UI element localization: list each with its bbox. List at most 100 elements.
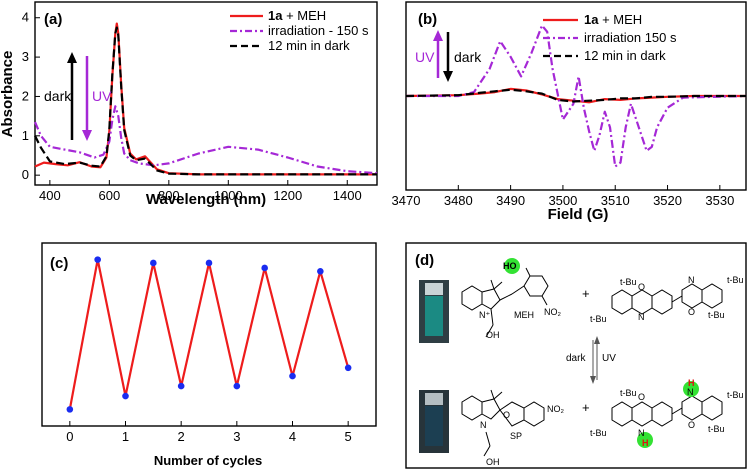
x-tick-label: 2 bbox=[178, 429, 185, 444]
r-bot-nh-highlight-2 bbox=[683, 381, 699, 397]
panel-c-series bbox=[66, 256, 352, 413]
x-tick-label: 3510 bbox=[601, 193, 630, 208]
data-point bbox=[317, 267, 324, 275]
x-tick-label: 800 bbox=[158, 188, 180, 203]
panel-a-legend: 1a + MEH irradiation - 150 s 12 min in d… bbox=[230, 8, 369, 53]
meh-no2-label: NO₂ bbox=[544, 307, 562, 317]
sp-structure: N OH O NO₂ SP bbox=[461, 389, 565, 467]
sp-benzo-ring-2 bbox=[523, 401, 545, 427]
plus-top: + bbox=[582, 286, 590, 301]
dark-arrowhead-b bbox=[443, 71, 453, 82]
x-tick-label: 600 bbox=[98, 188, 120, 203]
panel-b-label: (b) bbox=[418, 11, 437, 28]
data-point bbox=[122, 392, 129, 400]
r-bot-o-1: O bbox=[638, 392, 645, 402]
meh-ho-highlight bbox=[504, 258, 520, 274]
legend-b-entry-1: 1a + MEH bbox=[584, 12, 642, 27]
r-bot-tbu-3: t-Bu bbox=[727, 390, 744, 400]
meh-methyl-2 bbox=[493, 281, 503, 290]
q-top-n-1: N bbox=[638, 312, 645, 322]
q-top-ring-2 bbox=[631, 289, 653, 315]
panel-b: (b) 3470 3480 3490 3500 3510 3520 3530 Field (… bbox=[392, 1, 747, 223]
sp-methyl-2 bbox=[493, 391, 503, 400]
x-tick-label: 1000 bbox=[214, 188, 243, 203]
q-top-ring-5 bbox=[701, 283, 723, 309]
dark-label-b: dark bbox=[454, 49, 482, 65]
q-top-ring-4 bbox=[681, 283, 703, 309]
data-point bbox=[177, 382, 185, 390]
meh-structure: OH N⁺ HO NO₂ MEH bbox=[461, 258, 562, 340]
meh-ho-label: HO bbox=[503, 261, 517, 271]
meh-phenol-ring bbox=[523, 275, 549, 297]
sp-n-chain-1 bbox=[485, 431, 491, 447]
r-bot-n-1: N bbox=[638, 428, 645, 438]
panel-b-series bbox=[405, 24, 747, 168]
legend-b-entry-3: 12 min in dark bbox=[584, 48, 666, 63]
legend-b-entry-2: irradiation 150 s bbox=[584, 30, 677, 45]
r-bot-tbu-4: t-Bu bbox=[708, 424, 725, 434]
x-tick-label: 3500 bbox=[548, 193, 577, 208]
uv-label-a: UV bbox=[92, 88, 112, 104]
panel-a-label: (a) bbox=[44, 11, 62, 28]
meh-oh-label: OH bbox=[486, 330, 500, 340]
x-tick-label: 1400 bbox=[333, 188, 362, 203]
quinoid-structure-top: O N N O t-Bu t-Bu t-Bu t-Bu bbox=[590, 275, 744, 324]
r-bot-ring-3 bbox=[651, 401, 673, 427]
q-top-tbu-1: t-Bu bbox=[620, 277, 637, 287]
data-point bbox=[150, 259, 157, 267]
vial-bottom bbox=[419, 390, 449, 453]
q-top-link bbox=[671, 295, 683, 303]
panel-d-label: (d) bbox=[415, 252, 434, 269]
panel-a: (a) 400 600 800 1000 1200 1400 0 1 2 3 4 Wavelengt… bbox=[0, 1, 378, 208]
sp-name-label: SP bbox=[510, 431, 522, 441]
series-line-2 bbox=[406, 24, 747, 168]
meh-name-label: MEH bbox=[514, 310, 534, 320]
q-top-tbu-4: t-Bu bbox=[708, 310, 725, 320]
panel-c-frame bbox=[41, 242, 377, 427]
meh-n-chain-2 bbox=[485, 324, 494, 338]
sp-indoline-ring bbox=[481, 398, 501, 420]
eq-dark-label: dark bbox=[566, 353, 586, 364]
y-tick-label: 0 bbox=[22, 167, 29, 182]
r-bot-n-2: N bbox=[687, 387, 694, 397]
sp-o-label: O bbox=[503, 410, 510, 420]
q-top-tbu-2: t-Bu bbox=[590, 314, 607, 324]
r-bot-h-2: H bbox=[688, 378, 695, 388]
eq-arrowhead-up bbox=[594, 336, 600, 344]
x-tick-label: 3480 bbox=[444, 193, 473, 208]
x-tick-label: 0 bbox=[66, 429, 73, 444]
reduced-structure-bottom: O N H H N O t-Bu t-Bu t-Bu t-Bu bbox=[590, 378, 744, 448]
x-tick-label: 3470 bbox=[392, 193, 421, 208]
panel-d: (d) OH N⁺ HO bbox=[405, 242, 747, 469]
dark-label-a: dark bbox=[44, 88, 72, 104]
uv-label-b: UV bbox=[415, 49, 435, 65]
r-bot-nh-highlight-1 bbox=[637, 432, 653, 448]
panel-b-legend: 1a + MEH irradiation 150 s 12 min in dar… bbox=[543, 12, 677, 63]
r-bot-ring-1 bbox=[611, 401, 633, 427]
y-tick-label: 2 bbox=[22, 88, 29, 103]
y-tick-label: 3 bbox=[22, 49, 29, 64]
q-top-o-2: O bbox=[688, 307, 695, 317]
vial-top-liquid bbox=[425, 296, 443, 336]
panel-d-frame bbox=[405, 242, 747, 469]
plus-bottom: + bbox=[582, 400, 590, 415]
sp-methyl-1 bbox=[490, 389, 495, 400]
meh-methyl-1 bbox=[490, 279, 495, 290]
meh-indoline-ring bbox=[481, 288, 501, 310]
x-tick-label: 4 bbox=[289, 429, 296, 444]
legend-a-entry-1: 1a + MEH bbox=[268, 8, 326, 23]
q-top-tbu-3: t-Bu bbox=[727, 275, 744, 285]
y-tick-label: 1 bbox=[22, 128, 29, 143]
r-bot-tbu-2: t-Bu bbox=[590, 428, 607, 438]
meh-vinyl-2 bbox=[511, 285, 525, 295]
legend-a-entry-2: irradiation - 150 s bbox=[268, 23, 369, 38]
data-point bbox=[205, 259, 213, 267]
x-tick-label: 400 bbox=[39, 188, 61, 203]
eq-arrowhead-down bbox=[590, 376, 596, 384]
x-tick-label: 3520 bbox=[653, 193, 682, 208]
sp-benzo-ring bbox=[461, 395, 483, 421]
panel-b-ticks: 3470 3480 3490 3500 3510 3520 3530 bbox=[392, 185, 734, 208]
q-top-n-2: N bbox=[688, 275, 695, 285]
panel-c-label: (c) bbox=[50, 255, 68, 272]
r-bot-ring-5 bbox=[701, 395, 723, 421]
